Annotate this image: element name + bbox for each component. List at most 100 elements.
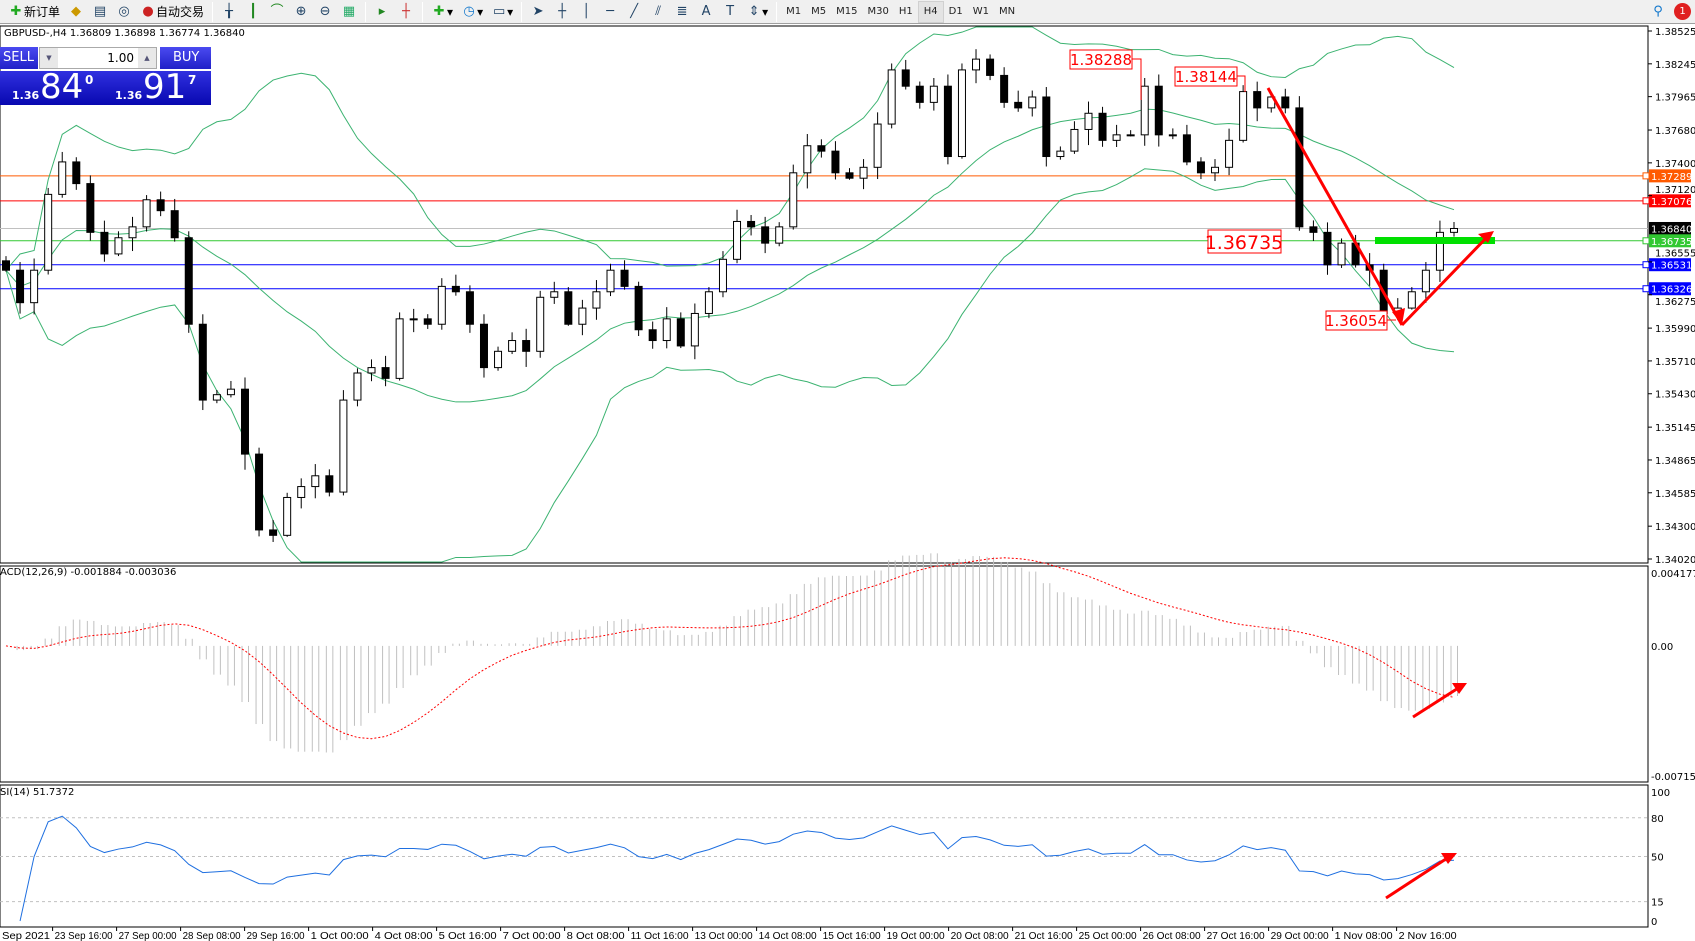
candle[interactable]	[184, 231, 193, 333]
candle[interactable]	[1281, 88, 1290, 114]
candle[interactable]	[704, 287, 713, 319]
up-trend-arrow[interactable]	[1400, 232, 1492, 327]
macd-up-arrow[interactable]	[1412, 683, 1464, 719]
candle[interactable]	[915, 81, 924, 109]
lot-size-input[interactable]	[58, 51, 138, 65]
candle[interactable]	[170, 198, 179, 242]
level-handle[interactable]	[1642, 172, 1650, 180]
text-label-button[interactable]: T	[718, 1, 742, 23]
candle[interactable]	[2, 256, 10, 272]
timeframe-m5[interactable]: M5	[811, 6, 827, 17]
timeframe-mn[interactable]: MN	[998, 6, 1016, 17]
candle[interactable]	[297, 478, 306, 509]
timeframe-m1[interactable]: M1	[786, 6, 802, 17]
candle[interactable]	[1435, 220, 1444, 282]
candle[interactable]	[859, 159, 868, 190]
candle[interactable]	[381, 355, 390, 387]
candle[interactable]	[564, 287, 573, 326]
candle[interactable]	[283, 492, 292, 537]
candle[interactable]	[634, 281, 643, 337]
candle[interactable]	[1084, 101, 1093, 146]
candle[interactable]	[508, 332, 517, 355]
candle[interactable]	[325, 469, 334, 497]
candle[interactable]	[986, 54, 995, 81]
candle[interactable]	[929, 77, 938, 111]
chart-canvas[interactable]: 1.37289 1.37076 1.36840 1.36735 1.36531 1.363…	[0, 25, 1695, 941]
auto-trading-button[interactable]: ● 自动交易	[136, 1, 208, 23]
candle[interactable]	[1309, 220, 1318, 241]
line-chart-button[interactable]: ⌒	[265, 1, 289, 23]
price-label-high-1[interactable]: 1.38288	[1069, 49, 1142, 100]
sell-button[interactable]: SELL	[0, 47, 38, 69]
candle[interactable]	[86, 175, 95, 241]
navigator-button[interactable]: ◎	[112, 1, 136, 23]
text-button[interactable]: A	[694, 1, 718, 23]
candle[interactable]	[536, 290, 545, 358]
price-label-high-2[interactable]: 1.38144	[1174, 66, 1246, 92]
candle[interactable]	[662, 307, 671, 349]
candle[interactable]	[395, 312, 404, 381]
candle[interactable]	[522, 328, 531, 367]
fibonacci-button[interactable]: ≣	[670, 1, 694, 23]
candle[interactable]	[437, 278, 446, 330]
candle[interactable]	[142, 195, 151, 232]
arrows-button[interactable]: ⇕ ▾	[742, 1, 772, 23]
zoom-in-button[interactable]: ⊕	[289, 1, 313, 23]
periods-button[interactable]: ◷ ▾	[457, 1, 487, 23]
candle[interactable]	[1450, 222, 1458, 237]
candle[interactable]	[943, 74, 952, 165]
candle[interactable]	[1014, 90, 1023, 112]
tile-windows-button[interactable]: ▦	[337, 1, 361, 23]
search-button[interactable]: ⚲	[1646, 1, 1670, 23]
candlestick-button[interactable]: ┃	[241, 1, 265, 23]
candle[interactable]	[198, 314, 207, 411]
timeframe-h1[interactable]: H1	[898, 6, 913, 17]
candle[interactable]	[972, 49, 981, 84]
candle[interactable]	[550, 281, 559, 304]
candle[interactable]	[1056, 146, 1065, 160]
candle[interactable]	[1225, 128, 1234, 176]
candle[interactable]	[817, 139, 826, 158]
candle[interactable]	[690, 303, 699, 360]
candle[interactable]	[887, 63, 896, 129]
bar-chart-button[interactable]: ╁	[217, 1, 241, 23]
candle[interactable]	[1070, 121, 1079, 154]
sell-price[interactable]: 1.36 84 0	[0, 67, 110, 107]
candle[interactable]	[44, 187, 53, 275]
notification-button[interactable]: 1	[1670, 1, 1695, 23]
candle[interactable]	[16, 262, 25, 314]
chart-window[interactable]: 1.37289 1.37076 1.36840 1.36735 1.36531 1.363…	[0, 25, 1695, 941]
candle[interactable]	[72, 157, 81, 190]
candle[interactable]	[1028, 90, 1037, 117]
candle[interactable]	[156, 191, 165, 217]
data-window-button[interactable]: ▤	[88, 1, 112, 23]
candle[interactable]	[1140, 77, 1149, 146]
buy-price[interactable]: 1.36 91 7	[103, 67, 211, 107]
lot-decrease-button[interactable]: ▼	[40, 48, 58, 68]
auto-scroll-button[interactable]: ▸	[370, 1, 394, 23]
candle[interactable]	[578, 299, 587, 336]
candle[interactable]	[212, 389, 221, 404]
down-trend-arrow[interactable]	[1266, 87, 1404, 326]
candle[interactable]	[465, 285, 474, 333]
candle[interactable]	[1211, 159, 1220, 182]
candle[interactable]	[240, 377, 249, 470]
candle[interactable]	[114, 231, 123, 257]
candle[interactable]	[1337, 238, 1346, 268]
candle[interactable]	[676, 312, 685, 349]
support-zone-bar[interactable]	[1375, 237, 1495, 244]
candle[interactable]	[747, 215, 756, 236]
candle[interactable]	[733, 209, 742, 264]
candle[interactable]	[409, 308, 418, 333]
candle[interactable]	[1168, 128, 1177, 140]
candle[interactable]	[1253, 81, 1262, 122]
candle[interactable]	[1421, 262, 1430, 303]
crosshair-button[interactable]: ┼	[550, 1, 574, 23]
candle[interactable]	[901, 59, 910, 90]
candle[interactable]	[367, 359, 376, 382]
horizontal-line-button[interactable]: ─	[598, 1, 622, 23]
candle[interactable]	[1196, 157, 1205, 180]
timeframe-m30[interactable]: M30	[867, 6, 889, 17]
candle[interactable]	[423, 314, 432, 329]
cursor-button[interactable]: ➤	[526, 1, 550, 23]
